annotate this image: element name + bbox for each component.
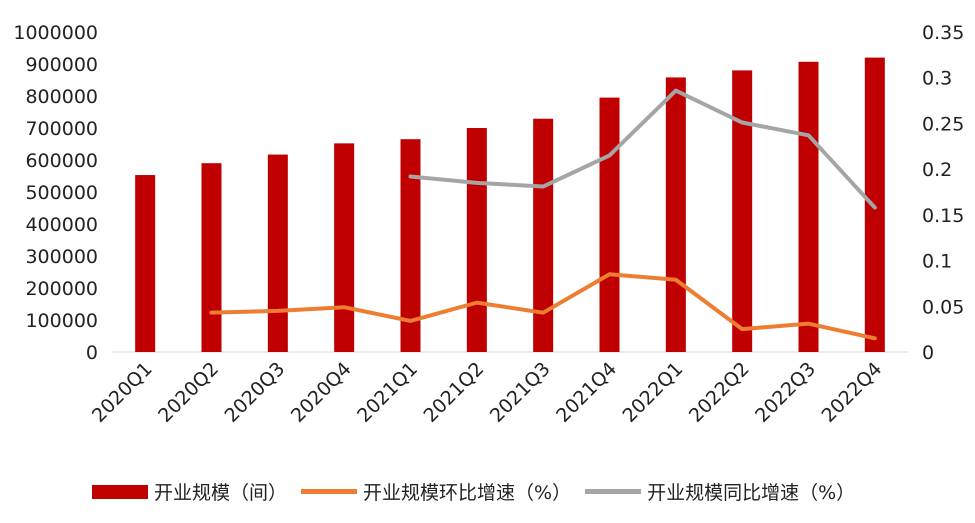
- right-tick-label: 0.35: [922, 22, 964, 44]
- bar: [533, 118, 554, 352]
- line-point: [874, 337, 876, 339]
- line-point: [808, 134, 809, 136]
- right-tick-label: 0.25: [922, 113, 964, 135]
- left-tick-label: 500000: [25, 182, 98, 204]
- left-axis-ticks: 0 100000 200000 300000 400000 500000 600000 700…: [13, 22, 98, 364]
- right-tick-label: 0.1: [922, 251, 952, 273]
- left-tick-label: 300000: [25, 246, 98, 268]
- line-point: [277, 310, 279, 312]
- legend-label-yoy: 开业规模同比增速（%）: [647, 482, 856, 504]
- x-tick-label: 2020Q2: [154, 358, 223, 427]
- left-tick-label: 900000: [25, 54, 98, 76]
- legend-item-mom: 开业规模环比增速（%）: [301, 478, 571, 505]
- left-tick-label: 100000: [25, 310, 98, 332]
- right-tick-label: 0.2: [922, 159, 952, 181]
- line-point: [609, 273, 610, 275]
- line-point: [410, 175, 411, 177]
- x-tick-label: 2021Q1: [353, 358, 422, 427]
- line-point: [874, 207, 876, 209]
- bar: [400, 139, 421, 352]
- line-point: [675, 279, 677, 281]
- bar: [267, 154, 288, 352]
- line-point: [675, 90, 677, 92]
- line-point: [343, 306, 345, 308]
- right-tick-label: 0: [922, 342, 934, 364]
- legend-item-bars: 开业规模（间）: [92, 478, 287, 505]
- bar: [466, 128, 487, 352]
- x-tick-label: 2022Q2: [685, 358, 754, 427]
- x-tick-label: 2021Q2: [419, 358, 488, 427]
- x-tick-label: 2022Q4: [817, 358, 886, 427]
- right-tick-label: 0.05: [922, 296, 964, 318]
- x-axis-ticks: 2020Q12020Q22020Q32020Q42021Q12021Q22021…: [88, 358, 887, 427]
- right-tick-label: 0.15: [922, 205, 964, 227]
- bar: [135, 175, 156, 352]
- right-tick-label: 0.3: [922, 68, 952, 90]
- x-tick-label: 2021Q3: [486, 358, 555, 427]
- right-axis-ticks: 0 0.05 0.1 0.15 0.2 0.25 0.3 0.35: [922, 22, 964, 364]
- x-tick-label: 2021Q4: [552, 358, 621, 427]
- left-tick-label: 700000: [25, 118, 98, 140]
- line-point: [741, 328, 743, 330]
- legend-swatch-yoy: [585, 489, 642, 494]
- line-point: [609, 154, 610, 156]
- left-tick-label: 600000: [25, 150, 98, 172]
- bar: [732, 70, 753, 353]
- line-point: [542, 312, 544, 314]
- x-tick-label: 2022Q1: [618, 358, 687, 427]
- line-point: [476, 302, 478, 304]
- x-tick-label: 2020Q4: [287, 358, 356, 427]
- legend-swatch-mom: [301, 489, 358, 494]
- left-tick-label: 0: [86, 342, 98, 364]
- left-tick-label: 200000: [25, 278, 98, 300]
- legend-label-mom: 开业规模环比增速（%）: [363, 482, 572, 504]
- x-tick-label: 2020Q1: [88, 358, 157, 427]
- legend-swatch-bars: [92, 484, 148, 499]
- line-point: [476, 182, 478, 184]
- legend-label-bars: 开业规模（间）: [154, 482, 288, 504]
- line-series: [209, 88, 877, 341]
- bar: [798, 61, 819, 352]
- bar: [665, 77, 686, 352]
- bar: [599, 97, 620, 352]
- legend: 开业规模（间） 开业规模环比增速（%） 开业规模同比增速（%）: [92, 478, 869, 505]
- left-tick-label: 400000: [25, 214, 98, 236]
- line-point: [211, 312, 212, 314]
- line-point: [808, 323, 809, 325]
- legend-item-yoy: 开业规模同比增速（%）: [585, 478, 855, 505]
- line-point: [741, 122, 743, 124]
- line-point: [410, 320, 411, 322]
- left-tick-label: 800000: [25, 86, 98, 108]
- bar: [201, 163, 222, 352]
- line-yoy-growth: [408, 88, 877, 210]
- line-point: [542, 186, 544, 188]
- x-tick-label: 2022Q3: [751, 358, 820, 427]
- x-tick-label: 2020Q3: [220, 358, 289, 427]
- bar: [334, 143, 355, 352]
- left-tick-label: 1000000: [13, 22, 98, 44]
